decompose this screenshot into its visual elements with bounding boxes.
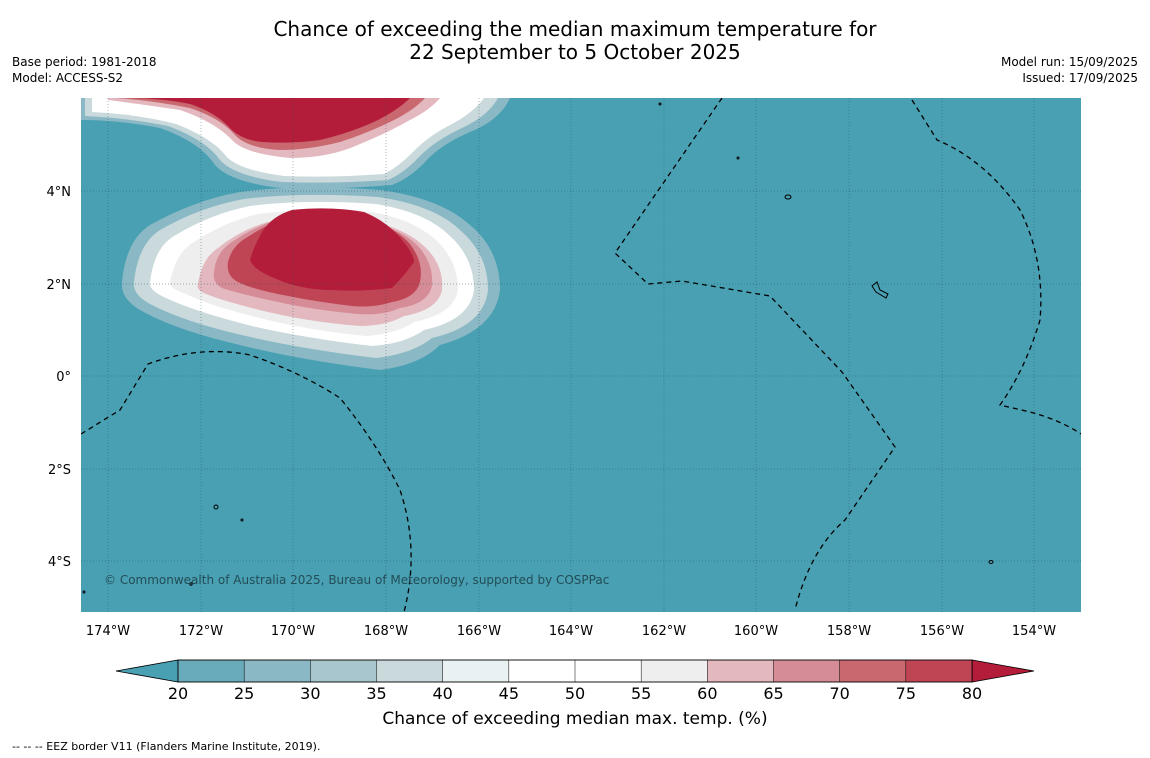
colorbar-segment <box>640 659 708 683</box>
island-6 <box>736 156 740 160</box>
colorbar-tick-label: 35 <box>366 684 386 703</box>
colorbar-segment <box>905 659 973 683</box>
lat-tick: 4°S <box>48 555 71 570</box>
island-8 <box>189 582 193 586</box>
colorbar-low-extend <box>115 659 179 683</box>
lat-tick: 2°N <box>47 278 72 293</box>
footer-note: -- -- -- EEZ border V11 (Flanders Marine… <box>12 740 321 753</box>
lon-tick: 160°W <box>734 624 778 639</box>
colorbar-tick-label: 80 <box>962 684 982 703</box>
island-3 <box>213 504 219 510</box>
colorbar-segment <box>177 659 245 683</box>
lon-tick: 156°W <box>920 624 964 639</box>
colorbar-segments <box>177 659 973 683</box>
lon-tick: 158°W <box>827 624 871 639</box>
island-7 <box>240 518 244 522</box>
colorbar-tick-label: 55 <box>631 684 651 703</box>
islands <box>82 102 994 594</box>
colorbar-high-extend <box>971 659 1035 683</box>
anomaly-contours: © Commonwealth of Australia 2025, Bureau… <box>81 98 1081 612</box>
colorbar-tick-label: 45 <box>499 684 519 703</box>
colorbar-segment <box>773 659 841 683</box>
lat-tick: 4°N <box>47 185 72 200</box>
colorbar-segment <box>376 659 444 683</box>
colorbar-tick-label: 50 <box>565 684 585 703</box>
lon-tick: 162°W <box>642 624 686 639</box>
base-period: Base period: 1981-2018 <box>12 55 157 69</box>
southern-warm-feature <box>121 187 501 370</box>
eez-borders <box>81 98 1081 612</box>
lon-tick: 166°W <box>457 624 501 639</box>
model-run: Model run: 15/09/2025 <box>1000 55 1138 69</box>
northern-warm-feature <box>81 98 510 189</box>
lon-tick: 172°W <box>179 624 223 639</box>
lon-tick: 168°W <box>364 624 408 639</box>
colorbar-segment <box>243 659 311 683</box>
title-line-1: Chance of exceeding the median maximum t… <box>273 17 877 41</box>
copyright-text: © Commonwealth of Australia 2025, Bureau… <box>104 573 609 587</box>
colorbar-tick-label: 75 <box>896 684 916 703</box>
island-4 <box>988 560 994 564</box>
colorbar-segment <box>707 659 775 683</box>
island-1 <box>784 194 792 200</box>
colorbar-tick-label: 65 <box>763 684 783 703</box>
meta-left: Base period: 1981-2018 Model: ACCESS-S2 <box>12 54 157 86</box>
eez-border-east <box>911 99 1081 435</box>
colorbar-tick-label: 70 <box>829 684 849 703</box>
eez-border-west <box>81 350 412 612</box>
south-contour-8 <box>250 208 414 291</box>
colorbar-tick-label: 20 <box>168 684 188 703</box>
north-contour-6 <box>125 98 410 143</box>
eez-border-central <box>614 98 896 611</box>
title-line-2: 22 September to 5 October 2025 <box>409 40 741 64</box>
colorbar-tick-label: 30 <box>300 684 320 703</box>
colorbar-segment <box>310 659 378 683</box>
meta-right: Model run: 15/09/2025 Issued: 17/09/2025 <box>1001 54 1138 86</box>
model-name: Model: ACCESS-S2 <box>12 71 124 85</box>
colorbar-tick-label: 40 <box>432 684 452 703</box>
colorbar-segment <box>508 659 576 683</box>
colorbar-tick-label: 25 <box>234 684 254 703</box>
colorbar-segment <box>442 659 510 683</box>
island-2 <box>871 281 889 299</box>
lat-tick: 2°S <box>48 463 71 478</box>
chart-title: Chance of exceeding the median maximum t… <box>0 18 1150 64</box>
lon-tick: 154°W <box>1012 624 1056 639</box>
lon-axis: 174°W 172°W 170°W 168°W 166°W 164°W 162°… <box>86 624 1056 639</box>
lat-axis: 4°N 2°N 0° 2°S 4°S <box>47 185 72 570</box>
colorbar-segment <box>839 659 907 683</box>
lon-tick: 164°W <box>549 624 593 639</box>
colorbar-segment <box>574 659 642 683</box>
colorbar-label: Chance of exceeding median max. temp. (%… <box>382 709 768 729</box>
colorbar-frame <box>177 659 973 683</box>
colorbar-ticks: 20 25 30 35 40 45 50 55 60 65 70 75 80 <box>168 684 982 703</box>
lon-tick: 174°W <box>86 624 130 639</box>
island-9 <box>82 590 86 594</box>
lon-tick: 170°W <box>271 624 315 639</box>
island-5 <box>658 102 662 106</box>
colorbar-tick-label: 60 <box>697 684 717 703</box>
colorbar: 20 25 30 35 40 45 50 55 60 65 70 75 80 <box>115 659 1035 703</box>
lat-tick: 0° <box>56 370 71 385</box>
issued-date: Issued: 17/09/2025 <box>1022 71 1138 85</box>
